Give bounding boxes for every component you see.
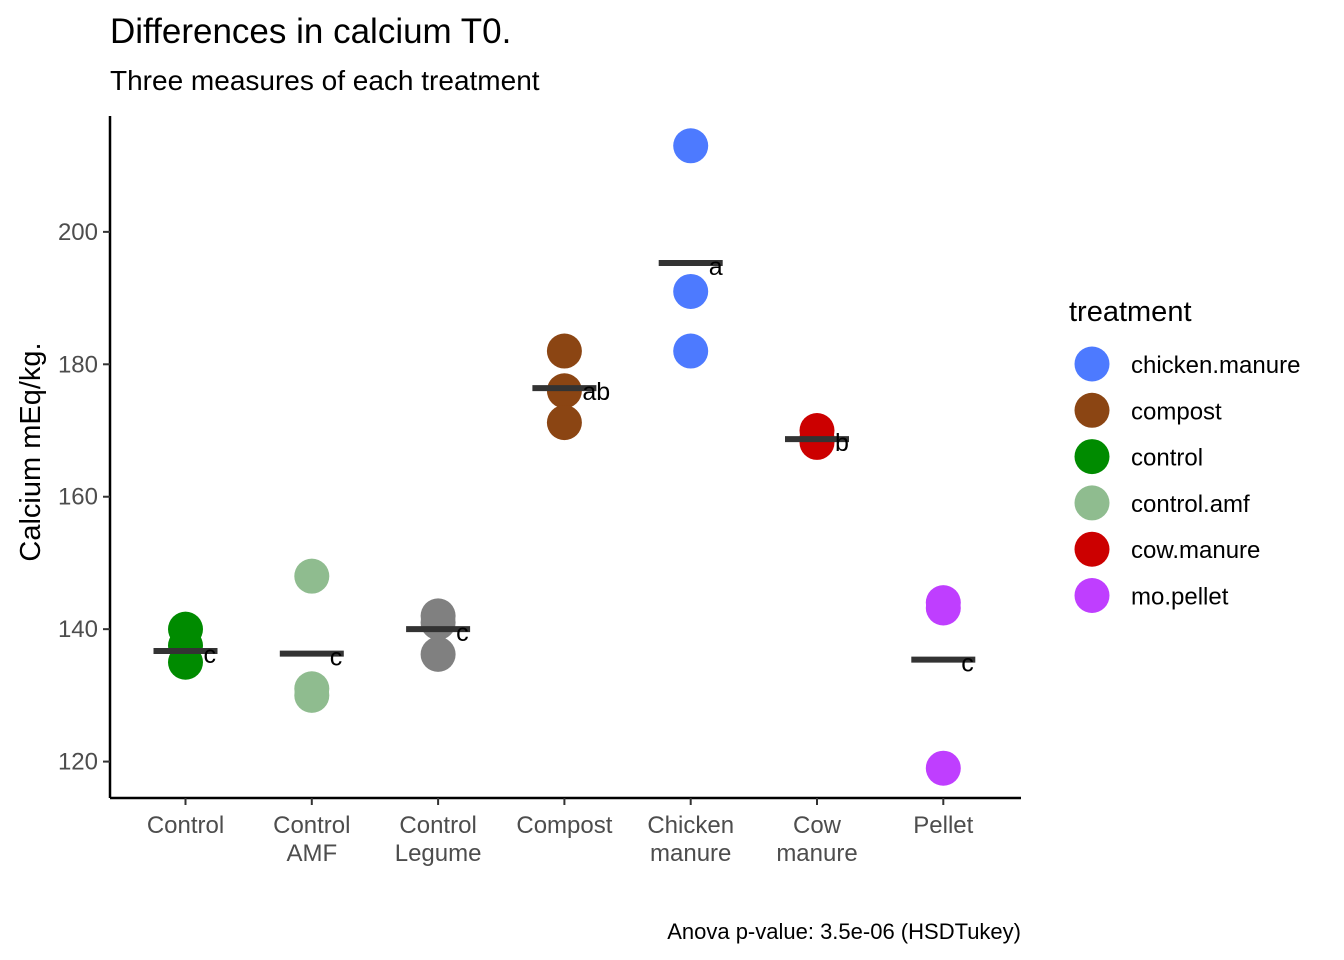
significance-letter: c (456, 619, 469, 647)
significance-letter: c (204, 641, 217, 669)
legend-label: compost (1131, 398, 1222, 425)
data-point (294, 558, 330, 594)
y-tick-label: 200 (58, 219, 98, 246)
chart-title: Differences in calcium T0. (110, 12, 511, 51)
legend-label: mo.pellet (1131, 584, 1229, 611)
y-axis: 120 140 160 180 200 (58, 219, 110, 776)
legend-label: control (1131, 445, 1203, 472)
legend-label: control.amf (1131, 491, 1250, 518)
x-tick-label: Chicken (647, 812, 734, 839)
legend-label: cow.manure (1131, 537, 1260, 564)
significance-letter: b (835, 429, 849, 457)
legend-key (1074, 578, 1110, 613)
chart-caption: Anova p-value: 3.5e-06 (HSDTukey) (667, 919, 1021, 944)
y-tick-label: 160 (58, 484, 98, 511)
x-tick-label: Control (147, 812, 224, 839)
data-point (420, 636, 456, 672)
x-tick-label: manure (776, 840, 857, 867)
data-point (673, 333, 709, 369)
legend-key (1074, 346, 1110, 382)
legend: chicken.manure compost control control.amf c… (1074, 346, 1300, 613)
chart-subtitle: Three measures of each treatment (110, 65, 540, 96)
legend-key (1074, 439, 1110, 475)
significance-letter: c (330, 644, 343, 672)
legend-title: treatment (1069, 296, 1192, 328)
y-tick-label: 180 (58, 351, 98, 378)
y-tick-label: 140 (58, 616, 98, 643)
data-point (546, 333, 582, 369)
x-tick-label: AMF (286, 840, 337, 867)
legend-label: chicken.manure (1131, 352, 1300, 379)
x-tick-label: Legume (395, 840, 482, 867)
data-point (168, 628, 203, 664)
data-point (673, 128, 709, 164)
x-tick-label: Compost (516, 812, 612, 839)
significance-letter: a (709, 253, 723, 281)
x-tick-label: Control (273, 812, 350, 839)
data-point (673, 273, 709, 309)
data-point (420, 605, 456, 641)
x-tick-label: Pellet (913, 812, 973, 839)
data-point (925, 750, 961, 786)
x-tick-label: manure (650, 840, 731, 867)
data-point (925, 590, 961, 626)
significance-letter: ab (582, 378, 610, 406)
legend-key (1074, 392, 1110, 428)
data-point (546, 405, 582, 441)
significance-letter: c (961, 650, 974, 678)
legend-key (1074, 485, 1110, 521)
y-axis-title: Calcium mEq/kg. (15, 342, 47, 561)
x-tick-label: Cow (793, 812, 842, 839)
data-point (294, 677, 330, 713)
x-tick-label: Control (399, 812, 476, 839)
legend-key (1074, 531, 1110, 567)
y-tick-label: 120 (58, 749, 98, 776)
